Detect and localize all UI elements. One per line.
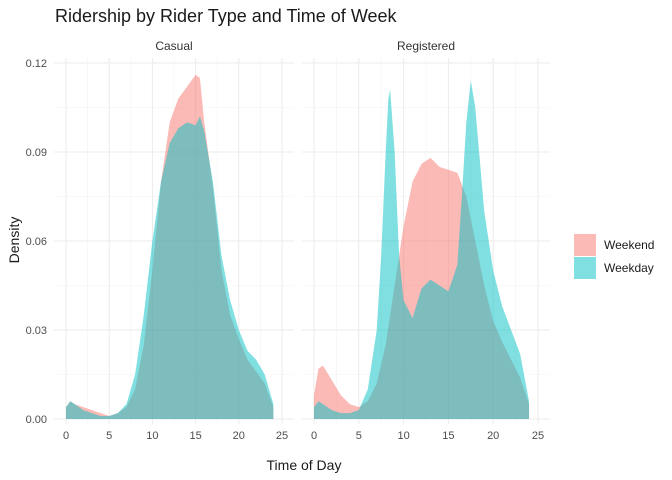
x-tick-label: 5 — [106, 430, 112, 442]
x-axis-title: Time of Day — [267, 457, 342, 473]
facet-panel-casual — [54, 58, 294, 424]
x-tick-label: 20 — [487, 430, 499, 442]
x-tick-label: 15 — [442, 430, 454, 442]
y-tick-label: 0.12 — [26, 58, 47, 70]
y-axis-title: Density — [6, 217, 22, 264]
density-area-casual-weekday — [66, 116, 274, 420]
x-tick-label: 25 — [532, 430, 544, 442]
y-axis-ticks: 0.00 0.03 0.06 0.09 0.12 — [26, 58, 47, 426]
x-tick-label: 10 — [146, 430, 158, 442]
y-tick-label: 0.09 — [26, 147, 47, 159]
x-tick-label: 20 — [233, 430, 245, 442]
x-tick-label: 0 — [63, 430, 69, 442]
legend: Weekend Weekday — [574, 234, 654, 279]
x-tick-label: 25 — [276, 430, 288, 442]
x-tick-label: 10 — [397, 430, 409, 442]
facet-panel-registered — [302, 58, 550, 424]
legend-label-weekend: Weekend — [604, 238, 654, 252]
chart-title: Ridership by Rider Type and Time of Week — [55, 6, 397, 26]
facet-label-casual: Casual — [155, 39, 192, 53]
legend-key-weekday — [574, 257, 596, 279]
x-tick-label: 0 — [311, 430, 317, 442]
facet-label-registered: Registered — [397, 39, 455, 53]
x-axis-ticks-registered: 0 5 10 15 20 25 — [311, 430, 544, 442]
x-tick-label: 15 — [189, 430, 201, 442]
legend-label-weekday: Weekday — [604, 261, 654, 275]
y-tick-label: 0.00 — [26, 414, 47, 426]
density-area-registered-weekday — [314, 80, 530, 420]
y-tick-label: 0.03 — [26, 325, 47, 337]
legend-key-weekend — [574, 234, 596, 256]
x-tick-label: 5 — [356, 430, 362, 442]
y-tick-label: 0.06 — [26, 236, 47, 248]
x-axis-ticks-casual: 0 5 10 15 20 25 — [63, 430, 288, 442]
